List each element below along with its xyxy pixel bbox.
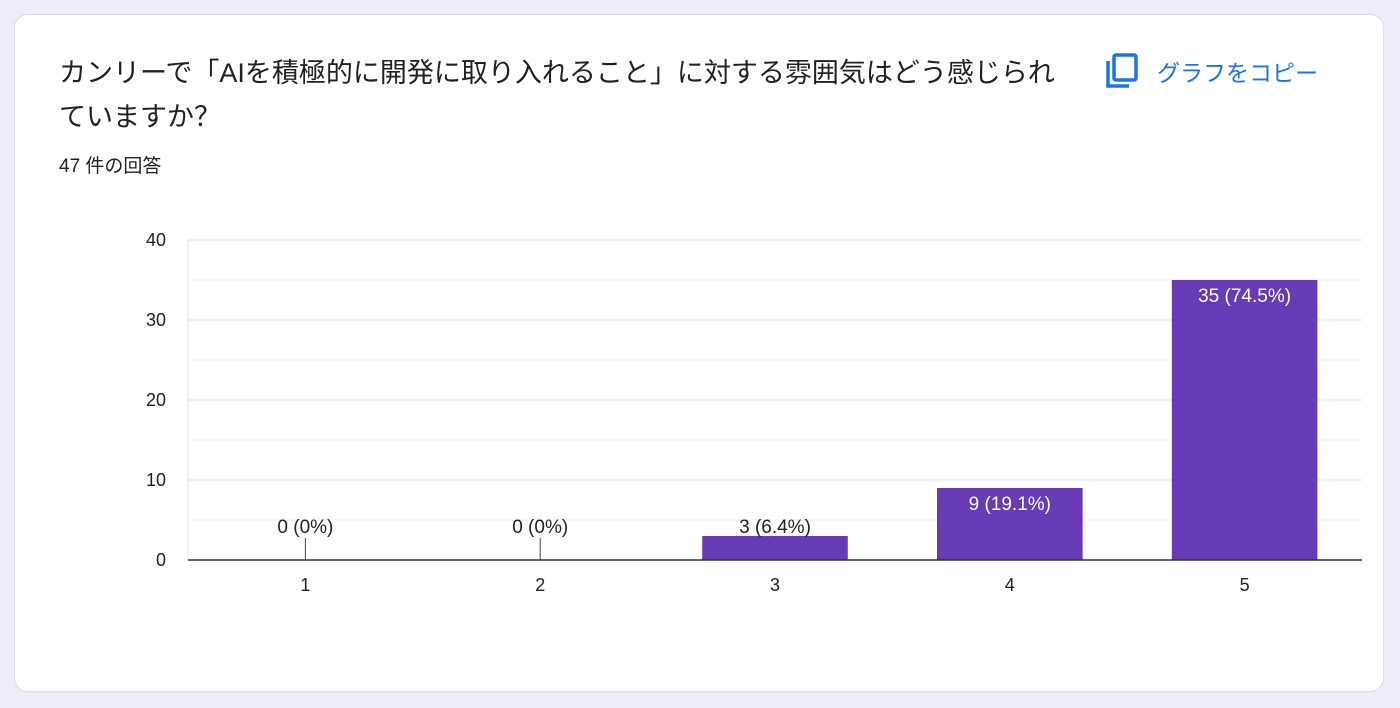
question-title: カンリーで「AIを積極的に開発に取り入れること」に対する雰囲気はどう感じられてい… bbox=[59, 58, 1055, 132]
x-tick-label: 4 bbox=[1005, 575, 1015, 595]
bar-chart: 0 10 20 30 40 0 (0%) 1 0 (0%) 2 3 (6.4%) 3 9 (19.1%… bbox=[146, 230, 1362, 595]
copy-icon bbox=[1106, 53, 1138, 88]
chart-card: カンリーで「AIを積極的に開発に取り入れること」に対する雰囲気はどう感じられてい… bbox=[14, 14, 1384, 692]
x-tick-label: 3 bbox=[770, 575, 780, 595]
data-label: 35 (74.5%) bbox=[1198, 286, 1291, 307]
data-label: 3 (6.4%) bbox=[739, 517, 811, 538]
data-label: 0 (0%) bbox=[277, 517, 333, 538]
bar bbox=[702, 536, 848, 560]
y-tick-label: 10 bbox=[146, 470, 166, 490]
y-tick-label: 30 bbox=[146, 310, 166, 330]
x-tick-label: 2 bbox=[535, 575, 545, 595]
bar bbox=[1171, 280, 1318, 560]
y-tick-label: 0 bbox=[156, 550, 166, 570]
y-tick-label: 40 bbox=[146, 230, 166, 250]
x-tick-label: 5 bbox=[1240, 575, 1250, 595]
data-label: 9 (19.1%) bbox=[969, 494, 1051, 515]
copy-chart-label: グラフをコピー bbox=[1157, 60, 1318, 86]
x-tick-label: 1 bbox=[300, 575, 310, 595]
copy-chart-button[interactable]: グラフをコピー bbox=[1105, 49, 1318, 93]
response-count: 47 件の回答 bbox=[59, 156, 162, 177]
bar bbox=[937, 488, 1083, 560]
y-tick-label: 20 bbox=[146, 390, 166, 410]
data-label: 0 (0%) bbox=[512, 517, 568, 538]
